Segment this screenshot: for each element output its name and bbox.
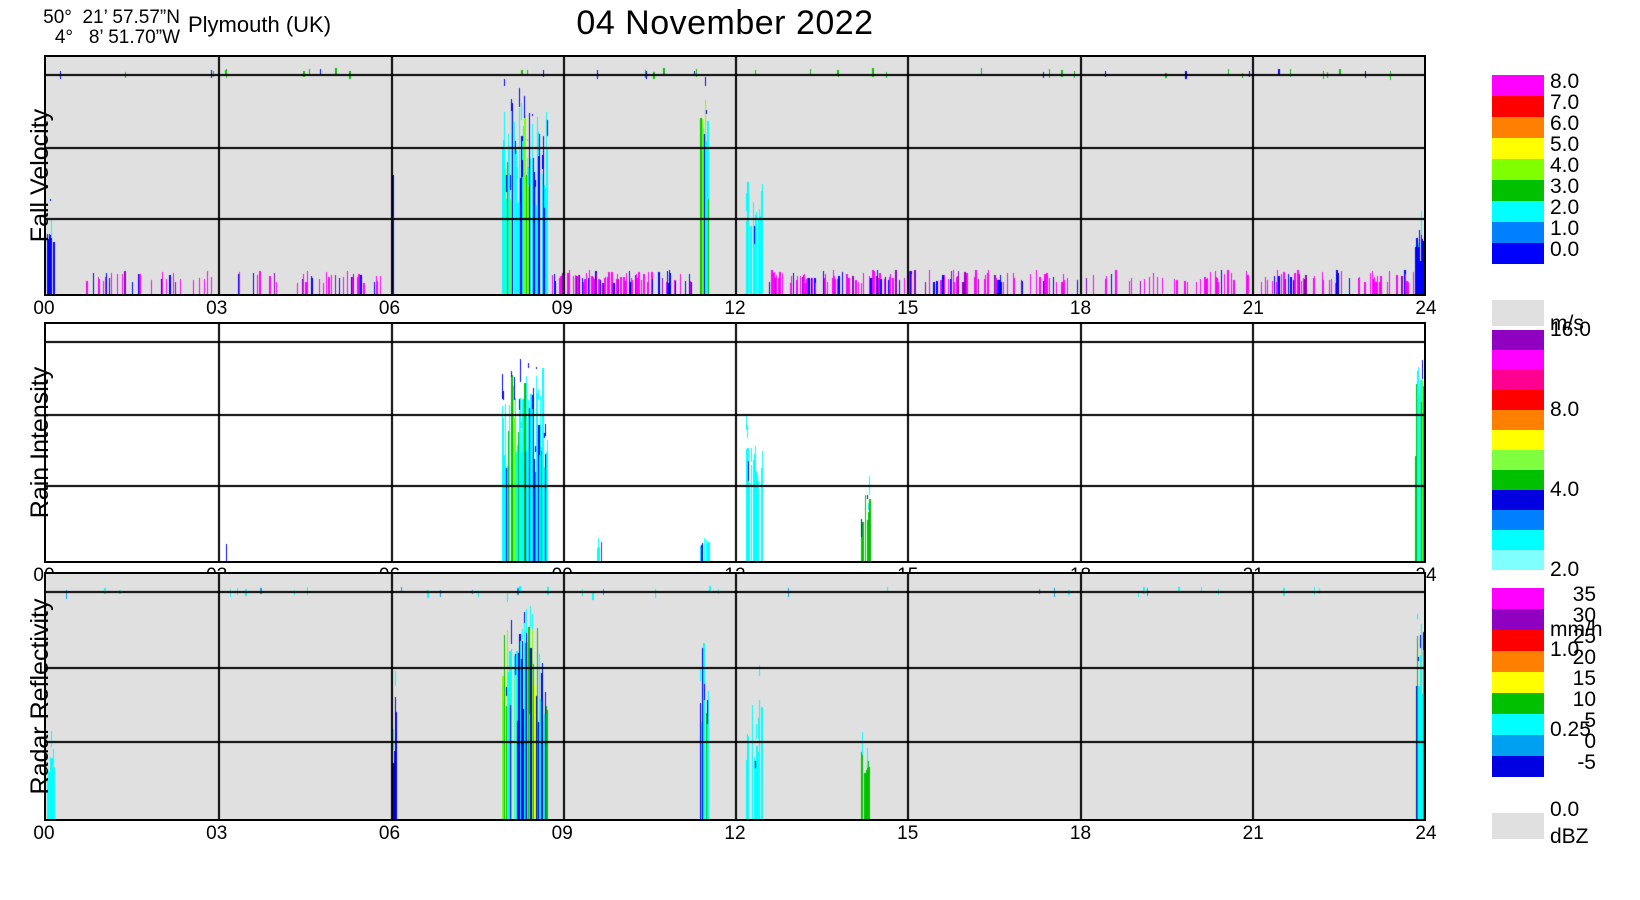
no-data-swatch bbox=[1492, 300, 1544, 326]
x-tick-label: 12 bbox=[724, 823, 746, 844]
unit-label: mm/h bbox=[1550, 618, 1603, 641]
latitude-value: 50° 21’ 57.57”N bbox=[43, 7, 180, 28]
page-title: 04 November 2022 bbox=[576, 4, 874, 42]
colorbar-tick-label: 7.0 bbox=[1550, 90, 1580, 114]
x-axis-radar-reflectivity: 00 03 06 09 12 15 18 21 24 bbox=[33, 823, 1436, 845]
colorbar-tick-label: 2.0 bbox=[1550, 558, 1580, 581]
colorbar-tick-label: 1.0 bbox=[1550, 638, 1580, 661]
colorbar-band bbox=[1492, 350, 1544, 370]
x-tick-label: 12 bbox=[724, 298, 746, 319]
colorbar-swatches bbox=[1492, 588, 1544, 777]
colorbar-tick-label: 16.0 bbox=[1550, 318, 1591, 341]
x-tick-label: 03 bbox=[206, 298, 228, 319]
colorbar-band bbox=[1492, 693, 1544, 714]
colorbar-band bbox=[1492, 243, 1544, 264]
colorbar-tick-label: 35 bbox=[1572, 582, 1596, 606]
x-tick-label: 09 bbox=[551, 823, 573, 844]
x-tick-label: 18 bbox=[1069, 823, 1092, 844]
colorbar-band bbox=[1492, 159, 1544, 180]
colorbar-band bbox=[1492, 651, 1544, 672]
colorbar-tick-label: 4.0 bbox=[1550, 478, 1580, 501]
colorbar-tick-label: 15 bbox=[1572, 666, 1596, 690]
x-tick-label: 03 bbox=[206, 823, 228, 844]
colorbar-swatches bbox=[1492, 330, 1544, 570]
colorbar-tick-label: 20 bbox=[1572, 645, 1596, 669]
colorbar-unit-m-s: m/s bbox=[1492, 300, 1584, 335]
colorbar-band bbox=[1492, 470, 1544, 490]
longitude-value: 4° 8’ 51.70”W bbox=[54, 27, 180, 48]
x-axis-fall-velocity: 00 03 06 09 12 15 18 21 24 bbox=[33, 298, 1436, 320]
station-name: Plymouth (UK) bbox=[188, 12, 332, 37]
colorbar-tick-label: 0.0 bbox=[1550, 798, 1580, 821]
colorbar-tick-label: 5.0 bbox=[1550, 132, 1580, 156]
colorbar-band bbox=[1492, 96, 1544, 117]
x-tick-label: 18 bbox=[1069, 298, 1092, 319]
colorbar-tick-label: 4.0 bbox=[1550, 153, 1580, 177]
colorbar-unit-dBZ: dBZ bbox=[1492, 813, 1589, 848]
colorbar-band bbox=[1492, 370, 1544, 390]
colorbar-band bbox=[1492, 490, 1544, 510]
colorbar-tick-label: 8.0 bbox=[1550, 69, 1580, 93]
colorbar-tick-label: 1.0 bbox=[1550, 216, 1580, 240]
unit-label: dBZ bbox=[1550, 825, 1589, 848]
colorbar-tick-label: 0 bbox=[1584, 729, 1596, 753]
colorbar-band bbox=[1492, 410, 1544, 430]
colorbar-tick-label: 10 bbox=[1572, 687, 1596, 711]
x-tick-label: 06 bbox=[378, 823, 401, 844]
colorbar-band bbox=[1492, 672, 1544, 693]
colorbar-tick-label: 30 bbox=[1572, 603, 1596, 627]
plot-canvas-rain-intensity bbox=[46, 324, 1424, 561]
colorbar-tick-label: 5 bbox=[1584, 708, 1596, 732]
colorbar-tick-label: 0.0 bbox=[1550, 237, 1580, 261]
plot-canvas-fall-velocity bbox=[46, 57, 1424, 294]
colorbar-tick-label: 0.25 bbox=[1550, 718, 1591, 741]
colorbar-band bbox=[1492, 510, 1544, 530]
x-tick-label: 24 bbox=[1415, 823, 1437, 844]
colorbar-band bbox=[1492, 390, 1544, 410]
colorbar-band bbox=[1492, 630, 1544, 651]
x-tick-label: 09 bbox=[551, 298, 573, 319]
colorbar-band bbox=[1492, 735, 1544, 756]
colorbar-band bbox=[1492, 430, 1544, 450]
colorbar-band bbox=[1492, 756, 1544, 777]
colorbar-band bbox=[1492, 180, 1544, 201]
x-tick-label: 00 bbox=[33, 823, 55, 844]
colorbar-band bbox=[1492, 138, 1544, 159]
colorbar-tick-label: -5 bbox=[1577, 750, 1596, 774]
no-data-swatch bbox=[1492, 813, 1544, 839]
coordinates-label: 50° 21’ 57.57”N 4° 8’ 51.70”W bbox=[30, 8, 180, 48]
x-tick-label: 15 bbox=[897, 298, 919, 319]
colorbar-band bbox=[1492, 117, 1544, 138]
plot-canvas-radar-reflectivity bbox=[46, 574, 1424, 819]
x-tick-label: 15 bbox=[897, 823, 919, 844]
colorbar-band bbox=[1492, 530, 1544, 550]
colorbar-tick-label: 2.0 bbox=[1550, 195, 1580, 219]
x-tick-label: 24 bbox=[1415, 298, 1437, 319]
y-axis-label-rain-intensity: Rain Intensity bbox=[26, 366, 54, 519]
y-axis-label-fall-velocity: Fall Velocity bbox=[26, 108, 54, 243]
colorbar-band bbox=[1492, 201, 1544, 222]
colorbar-tick-label: 6.0 bbox=[1550, 111, 1580, 135]
y-axis-label-radar-reflectivity: Radar Reflectivity bbox=[26, 598, 54, 795]
panel-fall-velocity[interactable] bbox=[44, 55, 1426, 296]
x-tick-label: 21 bbox=[1242, 823, 1264, 844]
panel-rain-intensity[interactable] bbox=[44, 322, 1426, 563]
panel-radar-reflectivity[interactable] bbox=[44, 572, 1426, 821]
unit-label: m/s bbox=[1550, 312, 1584, 335]
colorbar-band bbox=[1492, 714, 1544, 735]
colorbar-band bbox=[1492, 222, 1544, 243]
colorbar-band bbox=[1492, 588, 1544, 609]
colorbar-tick-label: 25 bbox=[1572, 624, 1596, 648]
colorbar-tick-label: 8.0 bbox=[1550, 398, 1580, 421]
colorbar-swatches bbox=[1492, 75, 1544, 264]
x-tick-label: 00 bbox=[33, 298, 55, 319]
colorbar-band bbox=[1492, 330, 1544, 350]
x-tick-label: 06 bbox=[378, 298, 401, 319]
colorbar-band bbox=[1492, 450, 1544, 470]
colorbar-band bbox=[1492, 75, 1544, 96]
colorbar-tick-label: 3.0 bbox=[1550, 174, 1580, 198]
x-tick-label: 21 bbox=[1242, 298, 1264, 319]
colorbar-band bbox=[1492, 609, 1544, 630]
colorbar-band bbox=[1492, 550, 1544, 570]
